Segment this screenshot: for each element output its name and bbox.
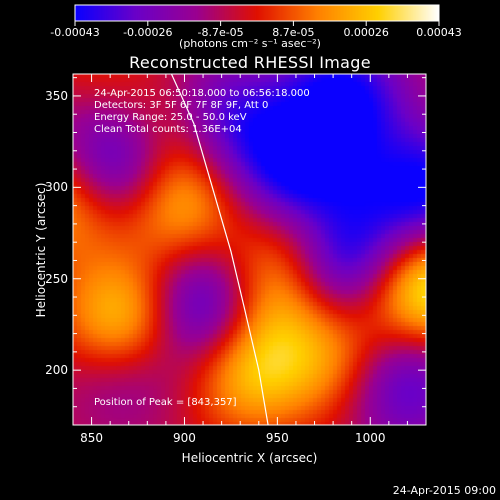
annotation-method: Clean Total counts: 1.36E+04 <box>94 124 242 135</box>
colorbar-tick-label: 0.00043 <box>416 26 462 39</box>
y-axis-title: Heliocentric Y (arcsec) <box>34 182 48 318</box>
colorbar-tick-label: -0.00026 <box>123 26 173 39</box>
x-tick-label: 850 <box>80 431 104 445</box>
heatmap-image <box>73 74 426 425</box>
colorbar-tick-label: -0.00043 <box>50 26 100 39</box>
annotation-peak-position: Position of Peak = [843,357] <box>94 397 237 408</box>
chart-title: Reconstructed RHESSI Image <box>129 53 371 72</box>
plot-frame <box>72 73 427 426</box>
annotation-time: 24-Apr-2015 06:50:18.000 to 06:56:18.000 <box>94 88 310 99</box>
footer-timestamp: 24-Apr-2015 09:00 <box>392 484 496 497</box>
colorbar-tick-label: -8.7e-05 <box>197 26 244 39</box>
y-tick-label: 300 <box>45 180 68 195</box>
y-tick-label: 250 <box>45 271 68 286</box>
annotation-energy: Energy Range: 25.0 - 50.0 keV <box>94 112 247 123</box>
y-tick-label: 350 <box>45 88 68 103</box>
annotation-detectors: Detectors: 3F 5F 6F 7F 8F 9F, Att 0 <box>94 100 269 111</box>
x-tick-label: 900 <box>173 431 196 445</box>
heatmap-image-container <box>73 74 426 425</box>
colorbar-tick-label: 0.00026 <box>343 26 389 39</box>
x-axis-title: Heliocentric X (arcsec) <box>181 451 318 465</box>
solar-limb-curve <box>170 74 269 425</box>
colorbar-frame <box>74 4 440 22</box>
colorbar-gradient <box>75 5 439 21</box>
y-tick-label: 200 <box>45 363 68 378</box>
axis-ticks <box>72 74 427 426</box>
colorbar-ticks <box>74 21 440 26</box>
colorbar-tick-label: 8.7e-05 <box>272 26 315 39</box>
colorbar-unit-label: (photons cm⁻² s⁻¹ asec⁻²) <box>179 37 321 50</box>
x-tick-label: 1000 <box>354 431 386 445</box>
x-tick-label: 950 <box>265 431 289 445</box>
